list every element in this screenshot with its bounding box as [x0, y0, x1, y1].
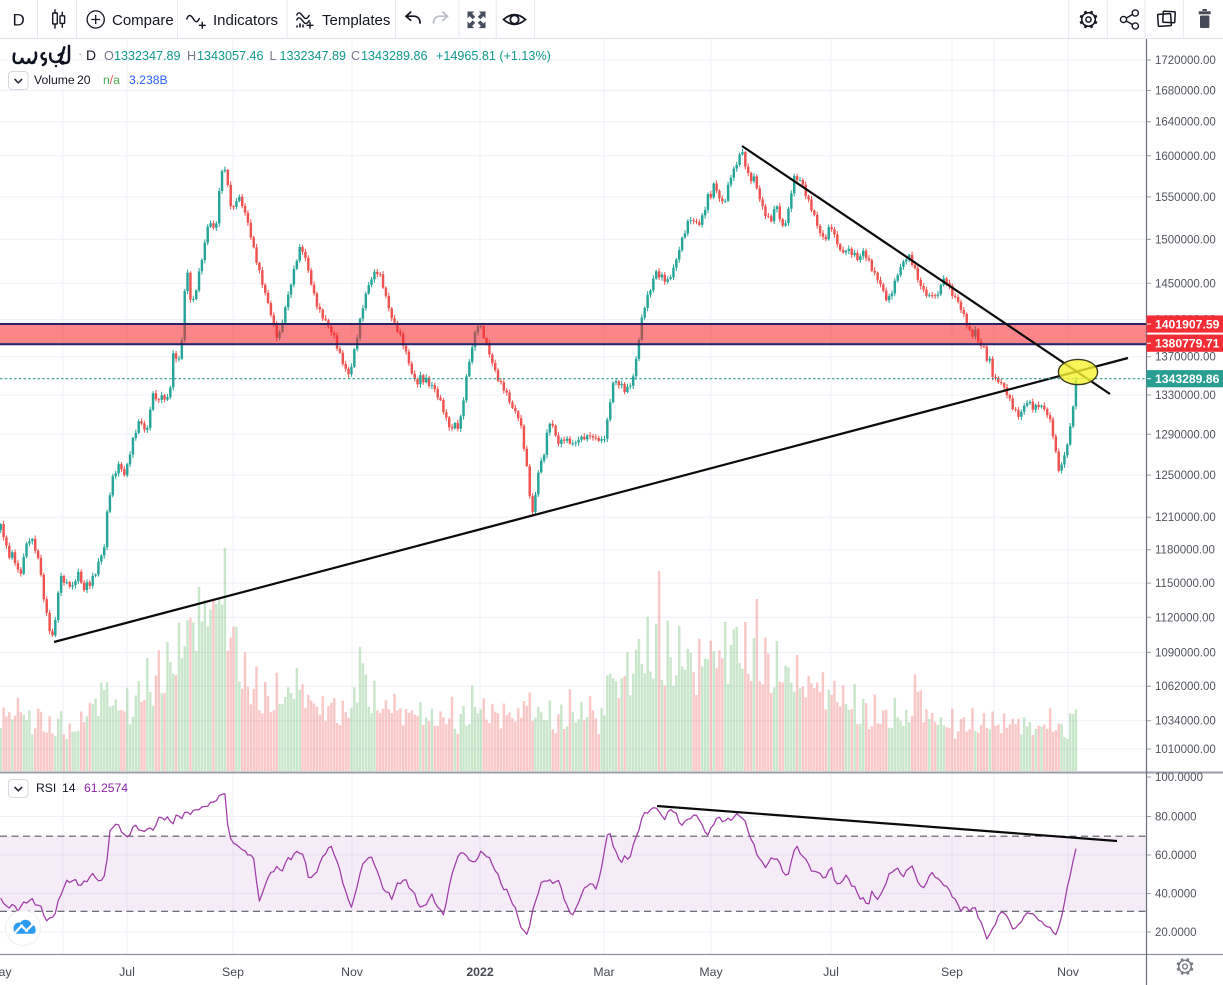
svg-text:1062000.00: 1062000.00 [1155, 681, 1216, 693]
svg-text:2022: 2022 [466, 965, 494, 979]
svg-text:RSI: RSI [36, 781, 56, 795]
svg-text:Mar: Mar [593, 965, 614, 979]
svg-text:1034000.00: 1034000.00 [1155, 716, 1216, 728]
svg-text:1640000.00: 1640000.00 [1155, 117, 1216, 129]
svg-text:1343289.86: 1343289.86 [1155, 372, 1220, 386]
svg-text:1600000.00: 1600000.00 [1155, 151, 1216, 163]
svg-text:Jul: Jul [119, 965, 135, 979]
svg-text:1401907.59: 1401907.59 [1155, 317, 1220, 331]
svg-text:14: 14 [62, 781, 76, 795]
svg-text:ay: ay [0, 965, 12, 979]
svg-text:H: H [187, 49, 196, 63]
svg-text:L: L [270, 49, 277, 63]
svg-text:n/a: n/a [103, 73, 120, 87]
svg-text:100.0000: 100.0000 [1155, 772, 1203, 784]
svg-text:1550000.00: 1550000.00 [1155, 192, 1216, 204]
svg-text:1330000.00: 1330000.00 [1155, 390, 1216, 402]
svg-text:1332347.89: 1332347.89 [114, 49, 181, 63]
svg-text:1680000.00: 1680000.00 [1155, 86, 1216, 98]
svg-text:C: C [351, 49, 360, 63]
svg-text:Indicators: Indicators [213, 12, 278, 29]
svg-text:1332347.89: 1332347.89 [280, 49, 347, 63]
svg-text:Nov: Nov [1057, 965, 1080, 979]
svg-text:Jul: Jul [823, 965, 839, 979]
svg-text:1120000.00: 1120000.00 [1155, 612, 1215, 624]
svg-text:D: D [12, 11, 24, 30]
svg-text:Volume: Volume [34, 73, 75, 87]
svg-text:1720000.00: 1720000.00 [1155, 55, 1216, 67]
svg-text:60.0000: 60.0000 [1155, 850, 1197, 862]
svg-text:1010000.00: 1010000.00 [1155, 744, 1216, 756]
svg-text:Sep: Sep [222, 965, 244, 979]
svg-text:20: 20 [77, 73, 91, 87]
svg-text:1250000.00: 1250000.00 [1155, 470, 1216, 482]
svg-text:1090000.00: 1090000.00 [1155, 647, 1216, 659]
svg-text:1370000.00: 1370000.00 [1155, 352, 1216, 364]
svg-text:1343289.86: 1343289.86 [361, 49, 428, 63]
svg-text:80.0000: 80.0000 [1155, 812, 1197, 824]
svg-text:3.238B: 3.238B [129, 73, 168, 87]
svg-text:1180000.00: 1180000.00 [1155, 545, 1215, 557]
svg-text:40.0000: 40.0000 [1155, 889, 1197, 901]
svg-text:Nov: Nov [341, 965, 364, 979]
svg-text:May: May [699, 965, 723, 979]
svg-text:20.0000: 20.0000 [1155, 927, 1197, 939]
svg-text:+14965.81 (+1.13%): +14965.81 (+1.13%) [436, 49, 551, 63]
svg-text:D: D [86, 47, 96, 63]
svg-text:Sep: Sep [941, 965, 963, 979]
svg-text:1343057.46: 1343057.46 [197, 49, 264, 63]
svg-text:Templates: Templates [322, 12, 390, 29]
svg-text:O: O [104, 49, 114, 63]
svg-text:Compare: Compare [112, 12, 174, 29]
svg-text:1500000.00: 1500000.00 [1155, 234, 1216, 246]
svg-text:61.2574: 61.2574 [84, 781, 128, 795]
svg-text:1150000.00: 1150000.00 [1155, 578, 1215, 590]
svg-text:1450000.00: 1450000.00 [1155, 278, 1216, 290]
svg-text:1290000.00: 1290000.00 [1155, 429, 1216, 441]
svg-text:1210000.00: 1210000.00 [1155, 512, 1216, 524]
svg-text:1380779.71: 1380779.71 [1155, 337, 1220, 351]
svg-text:·: · [78, 46, 82, 61]
